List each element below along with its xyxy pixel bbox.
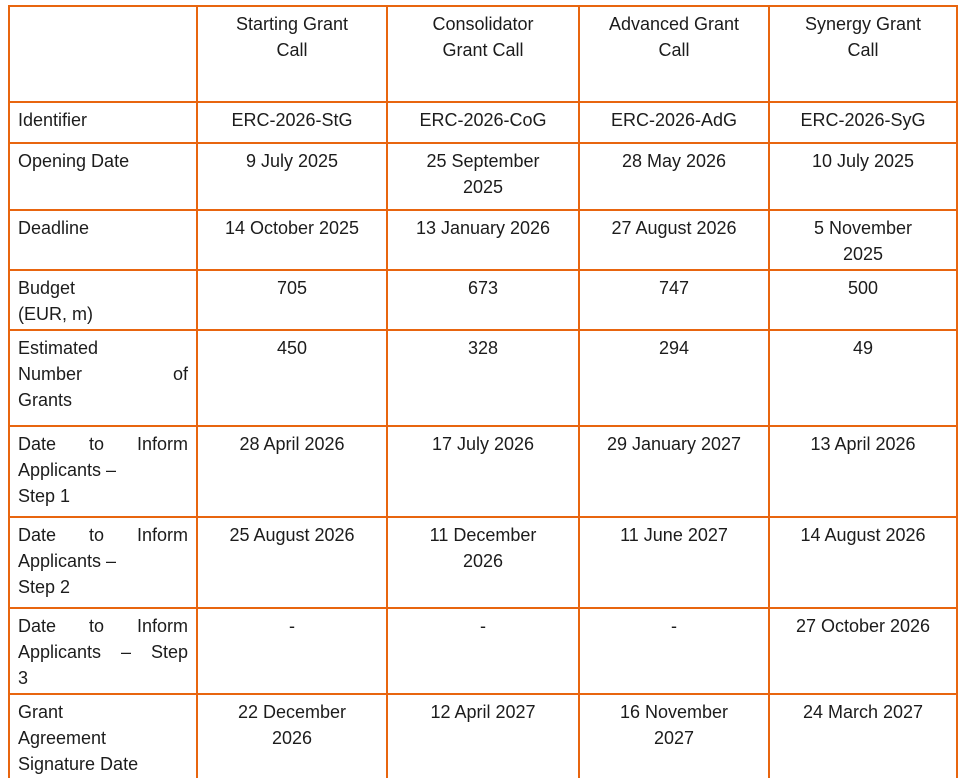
data-cell: 16 November 2027 [578,693,770,778]
data-cell: 450 [196,329,388,427]
table-row: Date to Inform Applicants – Step 2 25 Augus… [8,516,958,609]
table-row: Date to Inform Applicants – Step 1 28 April… [8,425,958,518]
table-row: Date to Inform Applicants – Step 3- - -27 Oc… [8,607,958,695]
row-label-line: Date to Inform [18,525,188,545]
data-cell: 9 July 2025 [196,142,388,211]
row-label-line: Date to Inform [18,616,188,636]
data-cell: - [196,607,388,695]
table-row: Estimated Number of Grants 450 328 294 49 [8,329,958,427]
row-label-line: Grants [18,390,73,410]
row-label-cell: Identifier [8,101,198,144]
data-cell: 28 April 2026 [196,425,388,518]
row-label-cell: Date to Inform Applicants – Step 2 [8,516,198,609]
data-cell: 14 August 2026 [768,516,958,609]
table-row: Identifier ERC-2026-StG ERC-2026-CoG ERC-20… [8,101,958,144]
row-label-line: Identifier [18,110,88,130]
row-label-line: Step 2 [18,577,71,597]
row-label-line: Applicants – [18,460,117,480]
data-cell: 294 [578,329,770,427]
column-header-cell: Starting Grant Call [196,5,388,103]
table-row: Grant Agreement Signature Date 22 December … [8,693,958,778]
grant-calls-table: Starting Grant Call Consolidator Grant Ca… [8,5,958,778]
data-cell: ERC-2026-AdG [578,101,770,144]
data-cell: 10 July 2025 [768,142,958,211]
data-cell: 27 August 2026 [578,209,770,271]
row-label-cell: Date to Inform Applicants – Step 3 [8,607,198,695]
data-cell: 500 [768,269,958,331]
row-label-cell: Date to Inform Applicants – Step 1 [8,425,198,518]
data-cell: 24 March 2027 [768,693,958,778]
column-header-cell: Synergy Grant Call [768,5,958,103]
data-cell: 29 January 2027 [578,425,770,518]
data-cell: 49 [768,329,958,427]
data-cell: 28 May 2026 [578,142,770,211]
data-cell: 14 October 2025 [196,209,388,271]
data-cell: ERC-2026-CoG [386,101,580,144]
header-row: Starting Grant Call Consolidator Grant Ca… [8,5,958,103]
data-cell: 673 [386,269,580,331]
table-body: Starting Grant Call Consolidator Grant Ca… [8,5,958,778]
data-cell: 13 January 2026 [386,209,580,271]
row-label-line: Agreement [18,728,107,748]
data-cell: 328 [386,329,580,427]
row-label-line: (EUR, m) [18,304,93,324]
data-cell: 11 June 2027 [578,516,770,609]
data-cell: 12 April 2027 [386,693,580,778]
row-label-line: Signature Date [18,754,139,774]
row-label-line: Step 1 [18,486,71,506]
data-cell: 11 December 2026 [386,516,580,609]
data-cell: - [386,607,580,695]
column-header-cell: Advanced Grant Call [578,5,770,103]
row-label-line: Budget [18,278,76,298]
row-label-line: Date to Inform [18,434,188,454]
row-label-line: Number of [18,364,188,384]
row-label-cell: Opening Date [8,142,198,211]
data-cell: 747 [578,269,770,331]
row-label-cell: Budget (EUR, m) [8,269,198,331]
row-label-cell: Grant Agreement Signature Date [8,693,198,778]
data-cell: ERC-2026-StG [196,101,388,144]
data-cell: 22 December 2026 [196,693,388,778]
row-label-line: Estimated [18,338,99,358]
table-row: Budget (EUR, m) 705 673 747 500 [8,269,958,331]
row-label-line: Deadline [18,218,90,238]
data-cell: 27 October 2026 [768,607,958,695]
table-row: Deadline 14 October 2025 13 January 2026 27… [8,209,958,271]
column-header-cell: Consolidator Grant Call [386,5,580,103]
row-label-line: Applicants – Step [18,642,188,662]
data-cell: ERC-2026-SyG [768,101,958,144]
row-label-line: Opening Date [18,151,130,171]
data-cell: - [578,607,770,695]
table-row: Opening Date 9 July 2025 25 September 2025… [8,142,958,211]
row-label-line: Grant [18,702,64,722]
row-label-cell: Estimated Number of Grants [8,329,198,427]
data-cell: 13 April 2026 [768,425,958,518]
data-cell: 17 July 2026 [386,425,580,518]
data-cell: 25 September 2025 [386,142,580,211]
row-label-line: Applicants – [18,551,117,571]
data-cell: 5 November 2025 [768,209,958,271]
corner-cell [8,5,198,103]
row-label-cell: Deadline [8,209,198,271]
data-cell: 25 August 2026 [196,516,388,609]
row-label-line: 3 [18,668,29,688]
data-cell: 705 [196,269,388,331]
